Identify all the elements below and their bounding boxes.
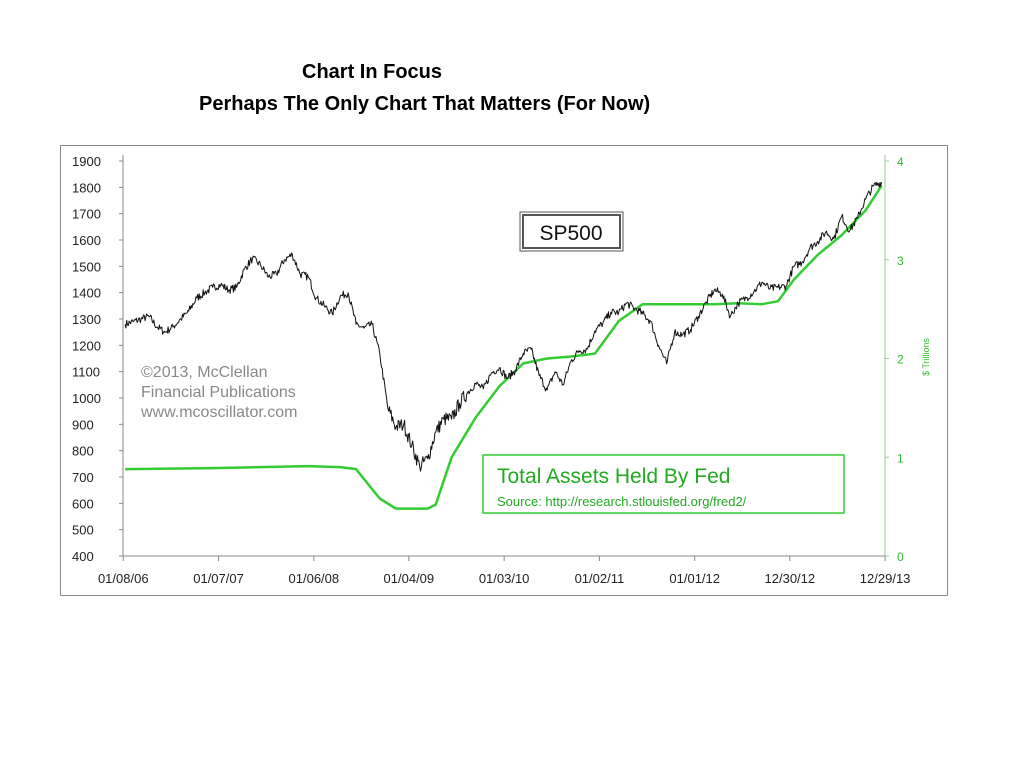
- chart-svg: 1900180017001600150014001300120011001000…: [72, 154, 931, 586]
- x-tick-label: 01/03/10: [479, 571, 530, 586]
- fed-label-box: Total Assets Held By Fed Source: http://…: [482, 454, 845, 514]
- left-tick-label: 400: [72, 549, 94, 564]
- right-tick-label: 4: [897, 155, 904, 169]
- x-tick-label: 01/01/12: [669, 571, 720, 586]
- copyright-line-1: ©2013, McClellan: [141, 364, 268, 381]
- copyright-line-3: www.mcoscillator.com: [140, 404, 297, 421]
- left-tick-label: 1500: [72, 259, 101, 274]
- left-tick-label: 1100: [72, 365, 100, 380]
- fed-label-title: Total Assets Held By Fed: [497, 465, 730, 488]
- left-tick-label: 900: [72, 417, 94, 432]
- right-tick-label: 0: [897, 550, 904, 564]
- x-tick-label: 01/08/06: [98, 571, 149, 586]
- chart-title-line-2: Perhaps The Only Chart That Matters (For…: [199, 93, 651, 115]
- left-tick-label: 1400: [72, 286, 101, 301]
- left-tick-label: 1200: [72, 338, 101, 353]
- right-axis-title: $ Trillions: [921, 337, 931, 376]
- left-tick-label: 800: [72, 444, 94, 459]
- right-tick-label: 2: [897, 353, 904, 367]
- x-tick-label: 01/02/11: [575, 571, 625, 586]
- copyright-line-2: Financial Publications: [141, 384, 296, 401]
- right-tick-label: 1: [897, 451, 904, 465]
- sp500-label: SP500: [539, 222, 602, 245]
- copyright-notice: ©2013, McClellan Financial Publications …: [140, 364, 297, 421]
- x-tick-label: 12/29/13: [860, 571, 911, 586]
- left-tick-label: 500: [72, 523, 94, 538]
- right-axis: 4 3 2 1 0: [884, 155, 904, 564]
- chart-title-line-1: Chart In Focus: [302, 61, 443, 83]
- left-tick-label: 1000: [72, 391, 101, 406]
- right-tick-label: 3: [897, 254, 904, 268]
- x-tick-label: 12/30/12: [765, 571, 816, 586]
- left-tick-label: 1700: [72, 207, 101, 222]
- chart-frame: [60, 145, 948, 596]
- left-tick-label: 1600: [72, 233, 101, 248]
- x-tick-label: 01/07/07: [193, 571, 244, 586]
- fed-label-source: Source: http://research.stlouisfed.org/f…: [497, 494, 747, 509]
- x-tick-label: 01/06/08: [289, 571, 340, 586]
- x-axis: 01/08/06 01/07/07 01/06/08 01/04/09 01/03/10…: [98, 555, 911, 586]
- left-tick-label: 1800: [72, 180, 101, 195]
- fed-series-line: [125, 185, 883, 510]
- sp500-label-box: SP500: [519, 211, 624, 252]
- left-tick-label: 700: [72, 470, 94, 485]
- left-axis: 1900 1800 1700 1600 1500 1400 1300 1200 1100 1000…: [72, 154, 124, 564]
- left-tick-label: 1300: [72, 312, 101, 327]
- sp500-series-line: [124, 181, 882, 472]
- left-tick-label: 600: [72, 496, 94, 511]
- left-tick-label: 1900: [72, 154, 101, 169]
- x-tick-label: 01/04/09: [384, 571, 435, 586]
